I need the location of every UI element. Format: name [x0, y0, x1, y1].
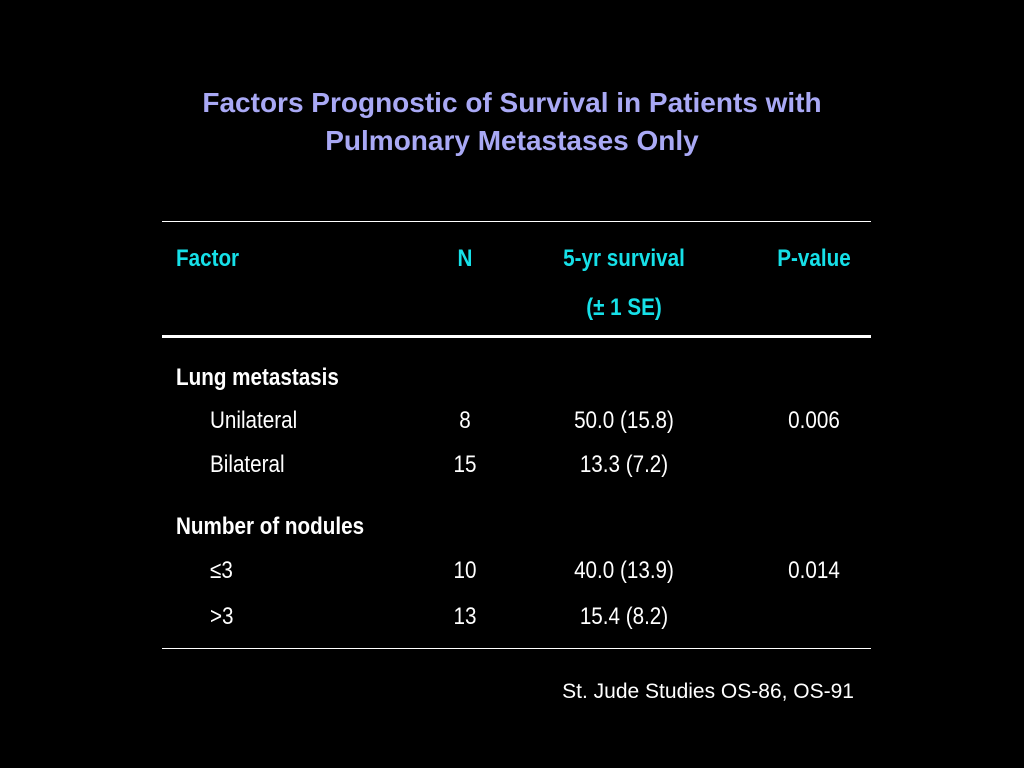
row-pvalue: 0.014 [788, 557, 840, 584]
slide-title: Factors Prognostic of Survival in Patien… [0, 84, 1024, 160]
row-survival: 15.4 (8.2) [579, 603, 669, 630]
row-survival: 13.3 (7.2) [579, 451, 669, 478]
group-label-number-of-nodules: Number of nodules [176, 513, 365, 540]
header-factor: Factor [176, 245, 240, 272]
table-header-rule [162, 335, 871, 338]
slide-title-line-2: Pulmonary Metastases Only [325, 125, 699, 156]
row-n: 8 [459, 407, 471, 434]
header-survival-se: (± 1 SE) [586, 294, 662, 321]
header-n: N [457, 245, 473, 272]
source-footnote: St. Jude Studies OS-86, OS-91 [562, 680, 854, 703]
row-factor: Unilateral [210, 407, 298, 434]
table-bottom-rule [162, 648, 871, 649]
row-n: 15 [453, 451, 477, 478]
row-survival: 50.0 (15.8) [574, 407, 674, 434]
row-factor: Bilateral [210, 451, 285, 478]
group-label-lung-metastasis: Lung metastasis [176, 364, 339, 391]
row-n: 10 [453, 557, 477, 584]
row-survival: 40.0 (13.9) [574, 557, 674, 584]
header-pvalue: P-value [777, 245, 851, 272]
header-survival: 5-yr survival [563, 245, 685, 272]
row-factor: >3 [210, 603, 234, 630]
slide-title-line-1: Factors Prognostic of Survival in Patien… [202, 87, 822, 118]
row-factor: ≤3 [210, 557, 233, 584]
row-n: 13 [453, 603, 477, 630]
row-pvalue: 0.006 [788, 407, 840, 434]
table-top-rule [162, 221, 871, 222]
